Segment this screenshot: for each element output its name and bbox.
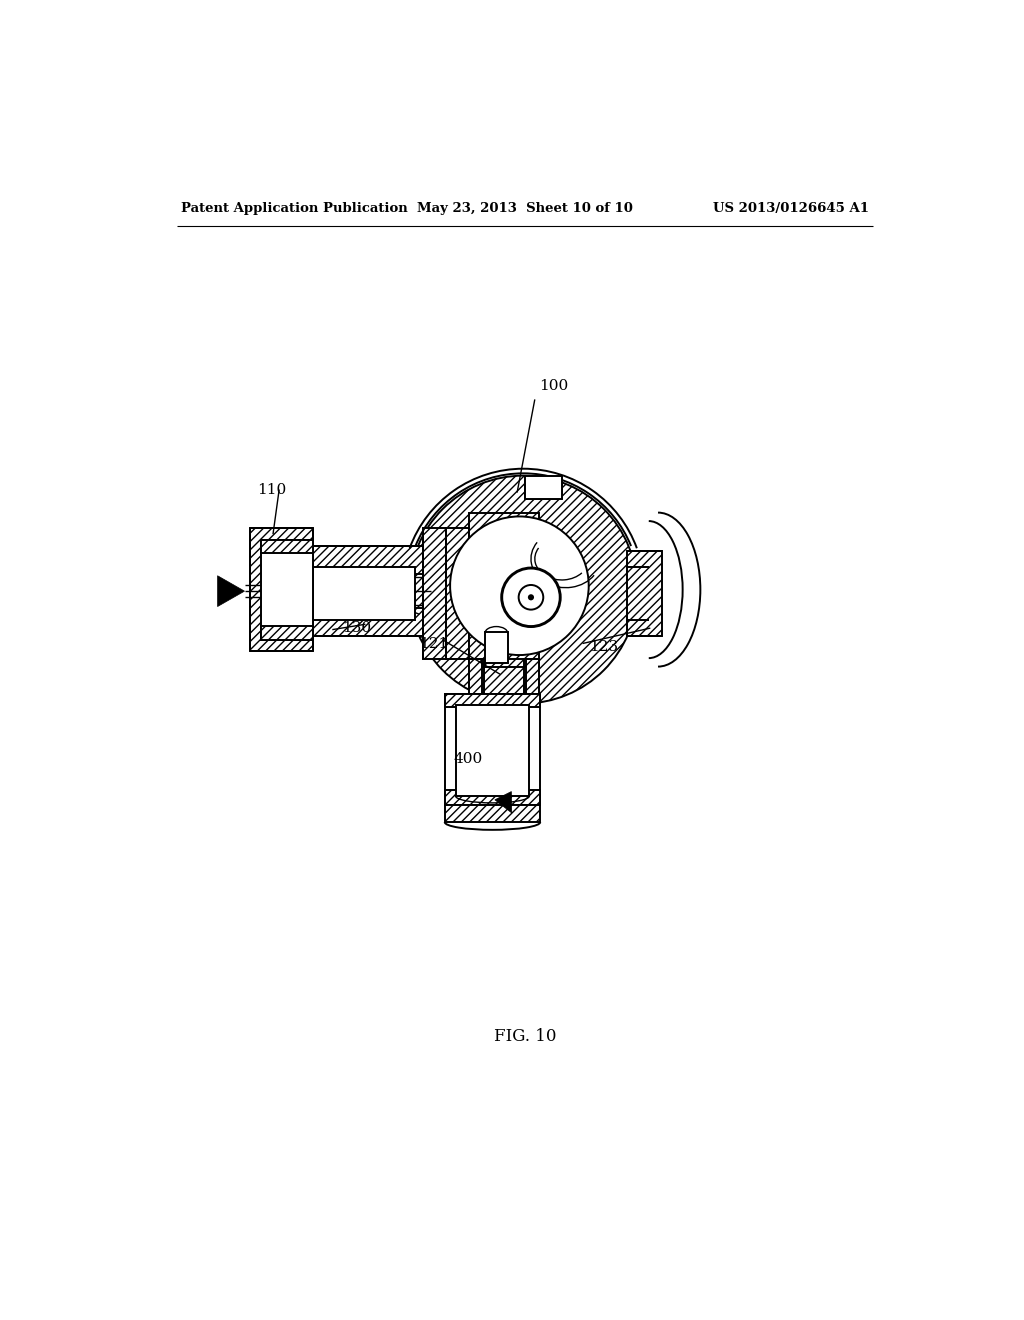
Bar (444, 693, 541, 805)
Bar (484, 632, 508, 663)
Polygon shape (217, 576, 245, 607)
Bar (261, 626, 313, 640)
Polygon shape (495, 792, 512, 813)
Bar (250, 528, 313, 651)
Bar (313, 546, 493, 574)
Bar (444, 693, 541, 708)
Bar (261, 540, 313, 553)
Text: Patent Application Publication: Patent Application Publication (180, 202, 408, 215)
Bar (261, 540, 313, 640)
Circle shape (518, 585, 544, 610)
Text: 110: 110 (258, 483, 287, 496)
Bar (423, 528, 446, 659)
Text: 121: 121 (419, 636, 449, 651)
Circle shape (502, 568, 560, 627)
Bar (444, 805, 541, 822)
Text: 100: 100 (539, 379, 568, 393)
Circle shape (451, 516, 589, 655)
Bar (313, 609, 493, 636)
Bar (444, 789, 541, 805)
Text: 130: 130 (342, 622, 372, 635)
Text: 123: 123 (589, 640, 617, 655)
Bar (524, 659, 540, 693)
Bar (628, 552, 662, 636)
Text: FIG. 10: FIG. 10 (494, 1028, 556, 1044)
Bar (469, 512, 539, 667)
Bar (524, 475, 562, 499)
Bar (469, 659, 484, 693)
Bar (446, 528, 469, 659)
Text: 400: 400 (454, 752, 483, 766)
Circle shape (410, 475, 637, 704)
Bar (456, 705, 529, 796)
Circle shape (528, 594, 535, 601)
Bar (313, 566, 416, 620)
Text: May 23, 2013  Sheet 10 of 10: May 23, 2013 Sheet 10 of 10 (417, 202, 633, 215)
Text: US 2013/0126645 A1: US 2013/0126645 A1 (713, 202, 869, 215)
